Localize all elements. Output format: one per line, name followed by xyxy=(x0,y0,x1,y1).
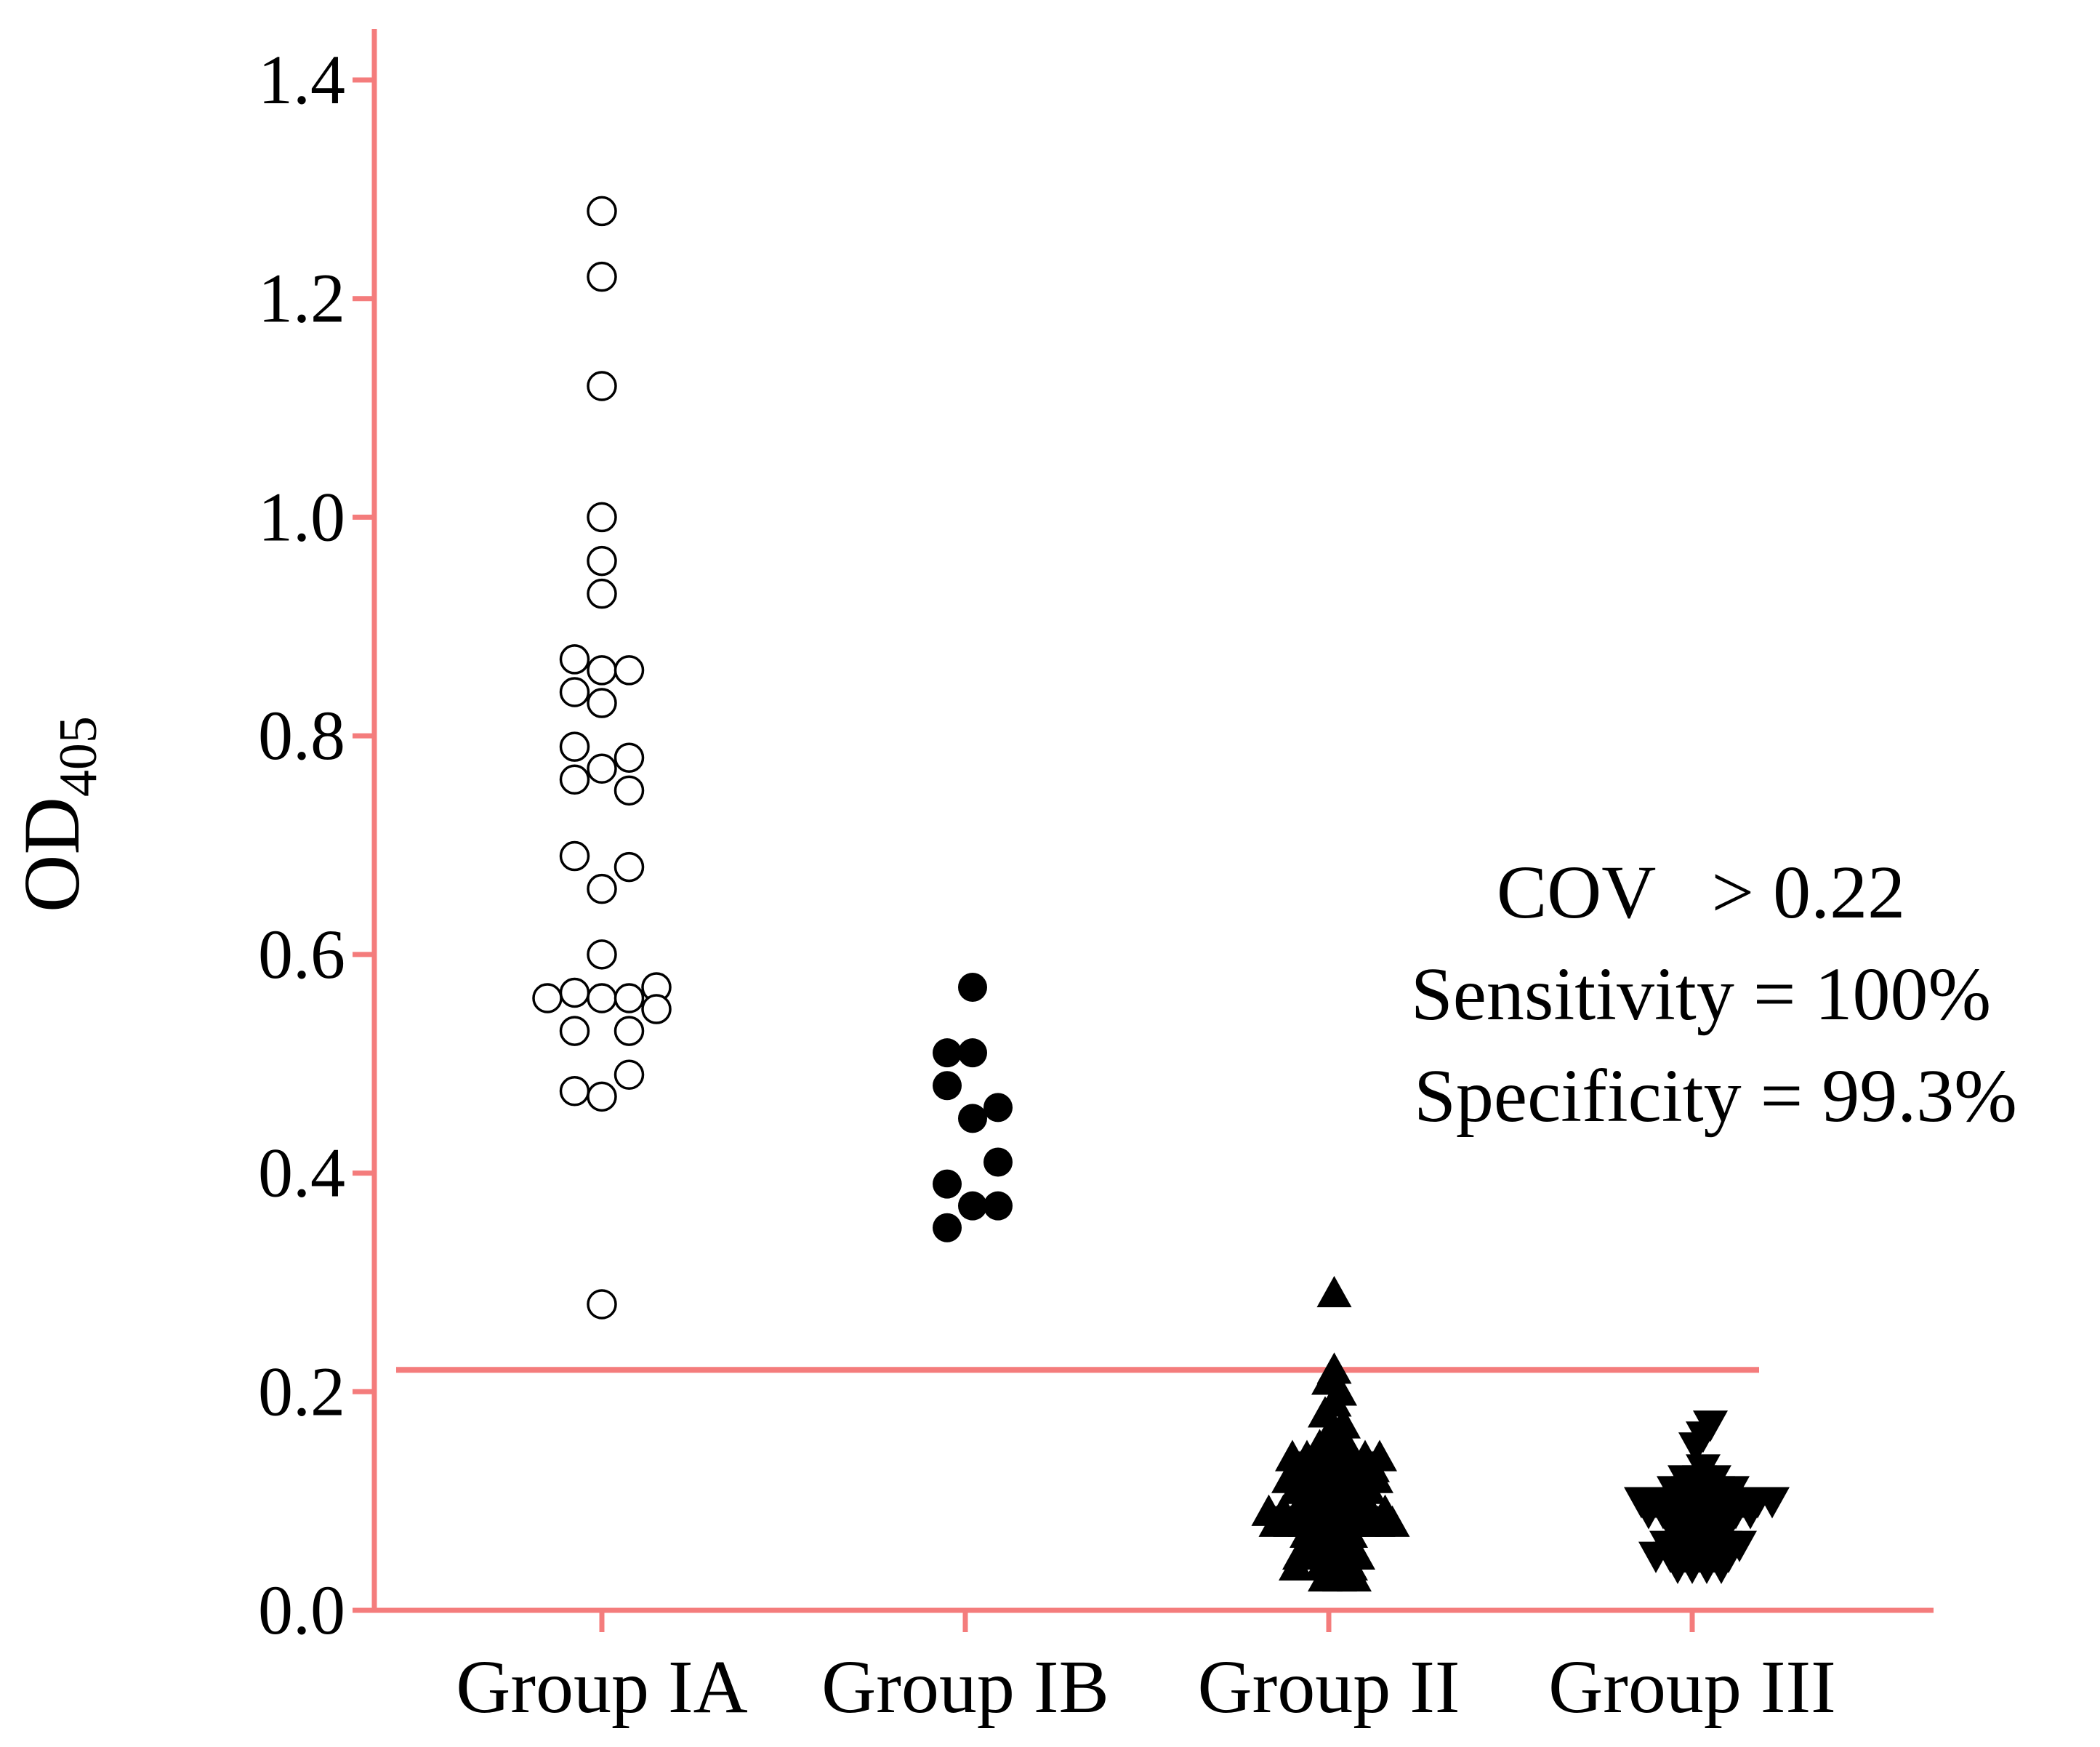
data-point-open-circle xyxy=(587,371,617,401)
y-tick-label: 1.2 xyxy=(258,260,345,337)
data-point-filled-circle xyxy=(933,1071,962,1101)
x-category-label: Group III xyxy=(1548,1645,1836,1729)
data-point-filled-circle xyxy=(983,1147,1013,1177)
data-point-open-circle xyxy=(613,1016,645,1046)
data-point-open-circle xyxy=(587,983,617,1013)
annotation-cov: COV > 0.22 xyxy=(1497,851,1905,934)
data-point-open-circle xyxy=(587,688,617,718)
data-point-triangle-down xyxy=(1733,1498,1768,1530)
data-point-open-circle xyxy=(587,578,617,609)
data-point-triangle-down xyxy=(1755,1487,1790,1519)
data-point-open-circle xyxy=(587,196,617,227)
annotation-specificity: Specificity = 99.3% xyxy=(1414,1054,2017,1138)
data-point-filled-circle xyxy=(958,1038,987,1068)
data-point-filled-circle xyxy=(933,1038,962,1068)
data-point-triangle-up xyxy=(1337,1559,1372,1592)
data-point-open-circle xyxy=(559,644,590,675)
data-point-open-circle xyxy=(559,1016,590,1046)
data-point-open-circle xyxy=(559,1076,590,1107)
data-point-open-circle xyxy=(613,983,645,1013)
y-tick-label: 0.0 xyxy=(258,1571,345,1649)
data-point-open-circle xyxy=(587,873,617,904)
data-point-triangle-up xyxy=(1316,1275,1352,1308)
data-point-filled-circle xyxy=(983,1191,1013,1221)
data-point-open-circle xyxy=(587,545,617,577)
data-point-open-circle xyxy=(559,731,590,762)
y-axis-label-subscript: 405 xyxy=(49,716,108,797)
data-point-open-circle xyxy=(559,977,590,1008)
data-point-open-circle xyxy=(587,502,617,533)
y-axis-label: OD405 xyxy=(7,716,108,912)
data-point-open-circle xyxy=(559,677,590,707)
x-axis-ticks: Group IA Group IB Group II Group III xyxy=(456,1610,1836,1729)
data-point-triangle-up xyxy=(1375,1505,1410,1537)
y-axis-label-main: OD xyxy=(7,797,96,912)
data-point-filled-circle xyxy=(983,1093,1013,1123)
data-point-filled-circle xyxy=(958,972,987,1002)
data-point-filled-circle xyxy=(958,1104,987,1133)
x-category-label: Group II xyxy=(1197,1645,1460,1729)
y-tick-label: 1.0 xyxy=(258,478,345,555)
data-point-open-circle xyxy=(641,994,672,1024)
y-tick-label: 0.6 xyxy=(258,915,345,993)
y-axis-ticks: 0.0 0.2 0.4 0.6 0.8 1.0 1.2 1.4 xyxy=(258,41,374,1649)
data-point-open-circle xyxy=(613,775,645,806)
data-point-filled-circle xyxy=(933,1213,962,1242)
y-tick-label: 0.8 xyxy=(258,696,345,774)
data-point-open-circle xyxy=(587,1081,617,1112)
x-category-label: Group IB xyxy=(821,1645,1109,1729)
x-category-label: Group IA xyxy=(456,1645,747,1729)
data-point-filled-circle xyxy=(933,1169,962,1199)
data-point-open-circle xyxy=(587,261,617,292)
data-points xyxy=(532,196,1790,1592)
y-tick-label: 1.4 xyxy=(258,41,345,119)
data-point-triangle-down xyxy=(1678,1432,1713,1464)
data-point-open-circle xyxy=(613,1059,645,1090)
data-point-triangle-up xyxy=(1279,1549,1313,1581)
data-point-open-circle xyxy=(613,742,645,773)
data-point-open-circle xyxy=(613,851,645,883)
data-point-open-circle xyxy=(559,840,590,872)
data-point-open-circle xyxy=(587,753,617,784)
data-point-open-circle xyxy=(532,983,563,1013)
data-point-triangle-up xyxy=(1308,1396,1343,1428)
data-point-open-circle xyxy=(587,939,617,970)
data-point-open-circle xyxy=(559,764,590,795)
data-point-open-circle xyxy=(587,1289,617,1320)
y-tick-label: 0.4 xyxy=(258,1134,345,1212)
annotation-sensitivity: Sensitivity = 100% xyxy=(1411,952,1991,1036)
data-point-open-circle xyxy=(613,655,645,686)
data-point-filled-circle xyxy=(958,1191,987,1221)
data-point-open-circle xyxy=(587,655,617,686)
data-point-triangle-down xyxy=(1704,1552,1739,1584)
y-tick-label: 0.2 xyxy=(258,1352,345,1430)
performance-annotation: COV > 0.22 Sensitivity = 100% Specificit… xyxy=(1411,851,2017,1138)
